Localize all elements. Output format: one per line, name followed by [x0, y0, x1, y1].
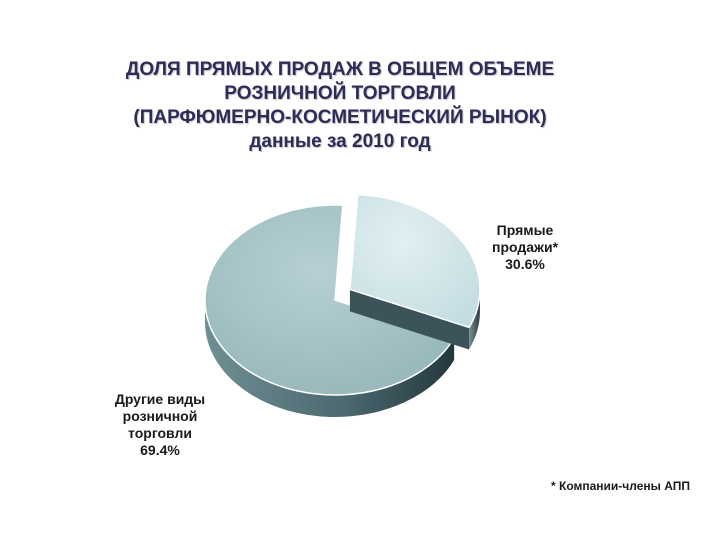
slice-label-direct-sales: Прямые продажи* 30.6% [470, 222, 580, 273]
slice-label-other-line-2: розничной [122, 408, 198, 424]
pie-slice-other-side-0 [205, 300, 455, 417]
pie-slice-direct-cut-face [349, 289, 470, 350]
chart-title: ДОЛЯ ПРЯМЫХ ПРОДАЖ В ОБЩЕМ ОБЪЕМЕ РОЗНИЧ… [60, 58, 620, 154]
slice-label-other-retail: Другие виды розничной торговли 69.4% [95, 391, 225, 459]
slice-label-other-line-3: торговли [128, 425, 192, 441]
slice-label-direct-line-2: продажи* [491, 239, 559, 255]
slice-value-direct: 30.6% [505, 256, 545, 272]
footnote: * Компании-члены АПП [551, 479, 690, 493]
pie-slice-other [204, 204, 455, 417]
pie-slice-direct-side-0 [469, 289, 480, 350]
chart-subtitle: данные за 2010 год [249, 131, 431, 152]
pie-slice-direct [349, 193, 481, 350]
pie-slices [204, 193, 481, 417]
chart-title-line-1: ДОЛЯ ПРЯМЫХ ПРОДАЖ В ОБЩЕМ ОБЪЕМЕ [125, 59, 555, 80]
slice-label-other-line-1: Другие виды [114, 391, 206, 407]
pie-slice-other-top [204, 204, 455, 396]
chart-title-line-2: РОЗНИЧНОЙ ТОРГОВЛИ [224, 83, 456, 104]
slice-label-direct-line-1: Прямые [496, 222, 554, 238]
slice-value-other: 69.4% [140, 442, 180, 458]
pie-slice-direct-top [349, 193, 481, 329]
chart-title-line-3: (ПАРФЮМЕРНО-КОСМЕТИЧЕСКИЙ РЫНОК) [133, 107, 547, 128]
